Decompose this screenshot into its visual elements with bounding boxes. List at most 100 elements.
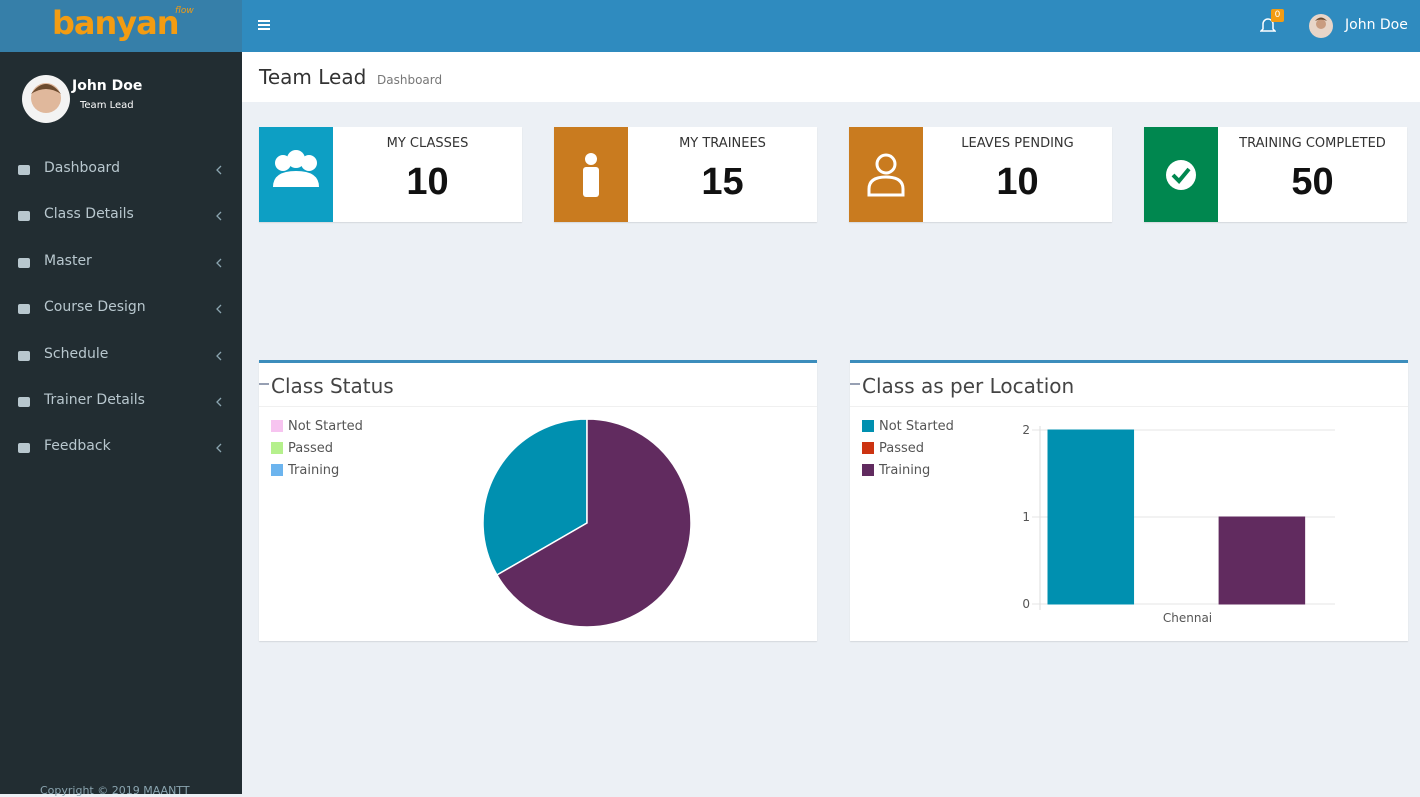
info-icon: [849, 127, 923, 222]
info-label: TRAINING COMPLETED: [1239, 136, 1386, 151]
logo[interactable]: banyan: [52, 4, 180, 42]
menu-icon: [18, 258, 30, 268]
sidebar-avatar: [22, 75, 70, 123]
info-box: MY TRAINEES 15: [554, 127, 817, 222]
menu-item[interactable]: Trainer Details: [44, 392, 145, 408]
info-label: MY TRAINEES: [679, 136, 766, 151]
sidebar-user-name: John Doe: [72, 78, 143, 94]
pie-slice: [495, 418, 692, 628]
info-icon-glyph: [867, 153, 905, 197]
menu-icon-shape: [18, 304, 30, 314]
legend-swatch: [862, 464, 874, 476]
glyph: [287, 150, 305, 168]
menu-chevron: [216, 258, 222, 268]
menu-item[interactable]: Course Design: [44, 299, 146, 315]
glyph: [301, 155, 317, 171]
menu-chevron: [216, 165, 222, 175]
legend-label: Training: [287, 463, 339, 478]
glyph: [583, 167, 599, 197]
menu-icon: [18, 165, 30, 175]
menu-icon: [18, 211, 30, 221]
y-tick-label: 1: [1022, 510, 1030, 524]
menu-chevron: [216, 351, 222, 361]
legend-label: Passed: [879, 441, 924, 456]
menu-icon-shape: [18, 351, 30, 361]
chevron: [216, 258, 222, 268]
panel-title: Class as per Location: [862, 374, 1075, 398]
bar: [1047, 429, 1135, 605]
menu-icon: [18, 351, 30, 361]
menu-toggle[interactable]: [258, 20, 272, 32]
info-label: LEAVES PENDING: [961, 136, 1074, 151]
chevron: [216, 351, 222, 361]
menu-icon: [18, 304, 30, 314]
logo-sup: flow: [175, 6, 194, 16]
page-title: Team Lead: [259, 65, 367, 89]
bell-icon[interactable]: [1260, 16, 1276, 34]
menu-chevron: [216, 443, 222, 453]
info-value: 10: [996, 161, 1039, 203]
collapse-button[interactable]: [850, 383, 862, 387]
chevron: [216, 211, 222, 221]
panel-title: Class Status: [271, 374, 394, 398]
menu-icon-shape: [18, 397, 30, 407]
info-value: 15: [701, 161, 744, 203]
legend-label: Training: [878, 463, 930, 478]
legend-swatch: [862, 442, 874, 454]
footer: Copyright © 2019 MAANTT: [40, 784, 190, 797]
legend-swatch: [271, 442, 283, 454]
chevron: [216, 443, 222, 453]
info-icon-glyph: [273, 150, 319, 187]
glyph: [1171, 167, 1191, 184]
page-subtitle: Dashboard: [377, 73, 443, 87]
chevron: [216, 304, 222, 314]
menu-item[interactable]: Schedule: [44, 346, 109, 362]
menu-chevron: [216, 211, 222, 221]
info-icon-glyph: [583, 153, 599, 197]
user-name[interactable]: John Doe: [1345, 17, 1408, 33]
bar: [1218, 516, 1306, 605]
menu-icon-shape: [18, 165, 30, 175]
menu-item[interactable]: Master: [44, 253, 92, 269]
chart: Not Started Passed Training 0 1 2 Chennai: [862, 419, 1335, 625]
collapse-button[interactable]: [259, 383, 271, 387]
top-bar: [242, 0, 1420, 52]
chart-panel: Class as per Location Not Started Passed Tr…: [850, 360, 1408, 641]
glyph: [585, 153, 597, 165]
page-header: [242, 52, 1420, 102]
menu-icon-shape: [18, 258, 30, 268]
panel-divider: [259, 406, 817, 407]
notification-badge: 0: [1271, 9, 1284, 22]
info-icon: [1144, 127, 1218, 222]
legend-swatch: [271, 464, 283, 476]
y-tick-label: 0: [1022, 597, 1030, 611]
legend-label: Not Started: [288, 419, 363, 434]
legend-swatch: [271, 420, 283, 432]
minus: [259, 383, 269, 385]
glyph: [867, 175, 905, 197]
chevron: [216, 165, 222, 175]
x-tick-label: Chennai: [1163, 611, 1212, 625]
info-icon: [554, 127, 628, 222]
chart-panel: Class Status Not Started Passed Training: [259, 360, 817, 641]
legend-label: Passed: [288, 441, 333, 456]
minus: [850, 383, 860, 385]
menu-item[interactable]: Dashboard: [44, 160, 120, 176]
glyph: [1166, 160, 1196, 190]
menu-icon-shape: [18, 211, 30, 221]
info-label: MY CLASSES: [386, 136, 469, 151]
menu-icon: [18, 397, 30, 407]
sidebar: [0, 52, 242, 794]
logo-area: [0, 0, 242, 52]
info-box: TRAINING COMPLETED 50: [1144, 127, 1407, 222]
menu-item[interactable]: Class Details: [44, 206, 134, 222]
info-icon-glyph: [1166, 160, 1196, 190]
glyph: [875, 153, 897, 175]
info-icon: [259, 127, 333, 222]
glyph: [273, 171, 319, 187]
menu-item[interactable]: Feedback: [44, 438, 111, 454]
user-avatar[interactable]: [1308, 13, 1334, 39]
info-value: 10: [406, 161, 449, 203]
legend-swatch: [862, 420, 874, 432]
